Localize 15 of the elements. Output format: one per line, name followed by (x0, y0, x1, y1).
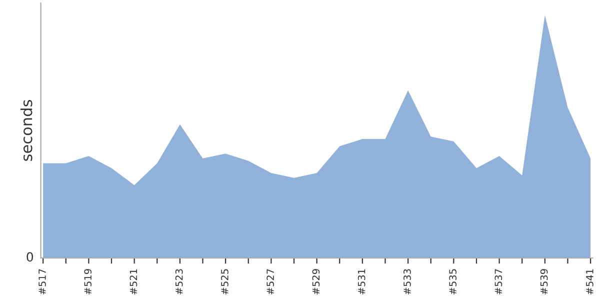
x-tick-label: #523 (175, 269, 183, 294)
x-tick-label: #539 (540, 269, 548, 294)
x-tick-label: #537 (494, 269, 502, 294)
x-tick-label: #527 (266, 269, 274, 294)
x-tick-label: #525 (221, 269, 228, 294)
x-tick-label: #529 (312, 269, 320, 294)
text: 0 (26, 252, 34, 262)
x-tick-label: #517 (38, 269, 46, 294)
x-tick-label: #521 (130, 269, 138, 294)
x-tick-label: #519 (84, 269, 92, 294)
x-tick-label: #531 (358, 269, 366, 294)
x-tick-label: #533 (404, 269, 411, 294)
y-axis-title: seconds (20, 100, 32, 161)
x-tick-label: #541 (586, 269, 594, 294)
x-tick-label: #535 (449, 269, 456, 294)
